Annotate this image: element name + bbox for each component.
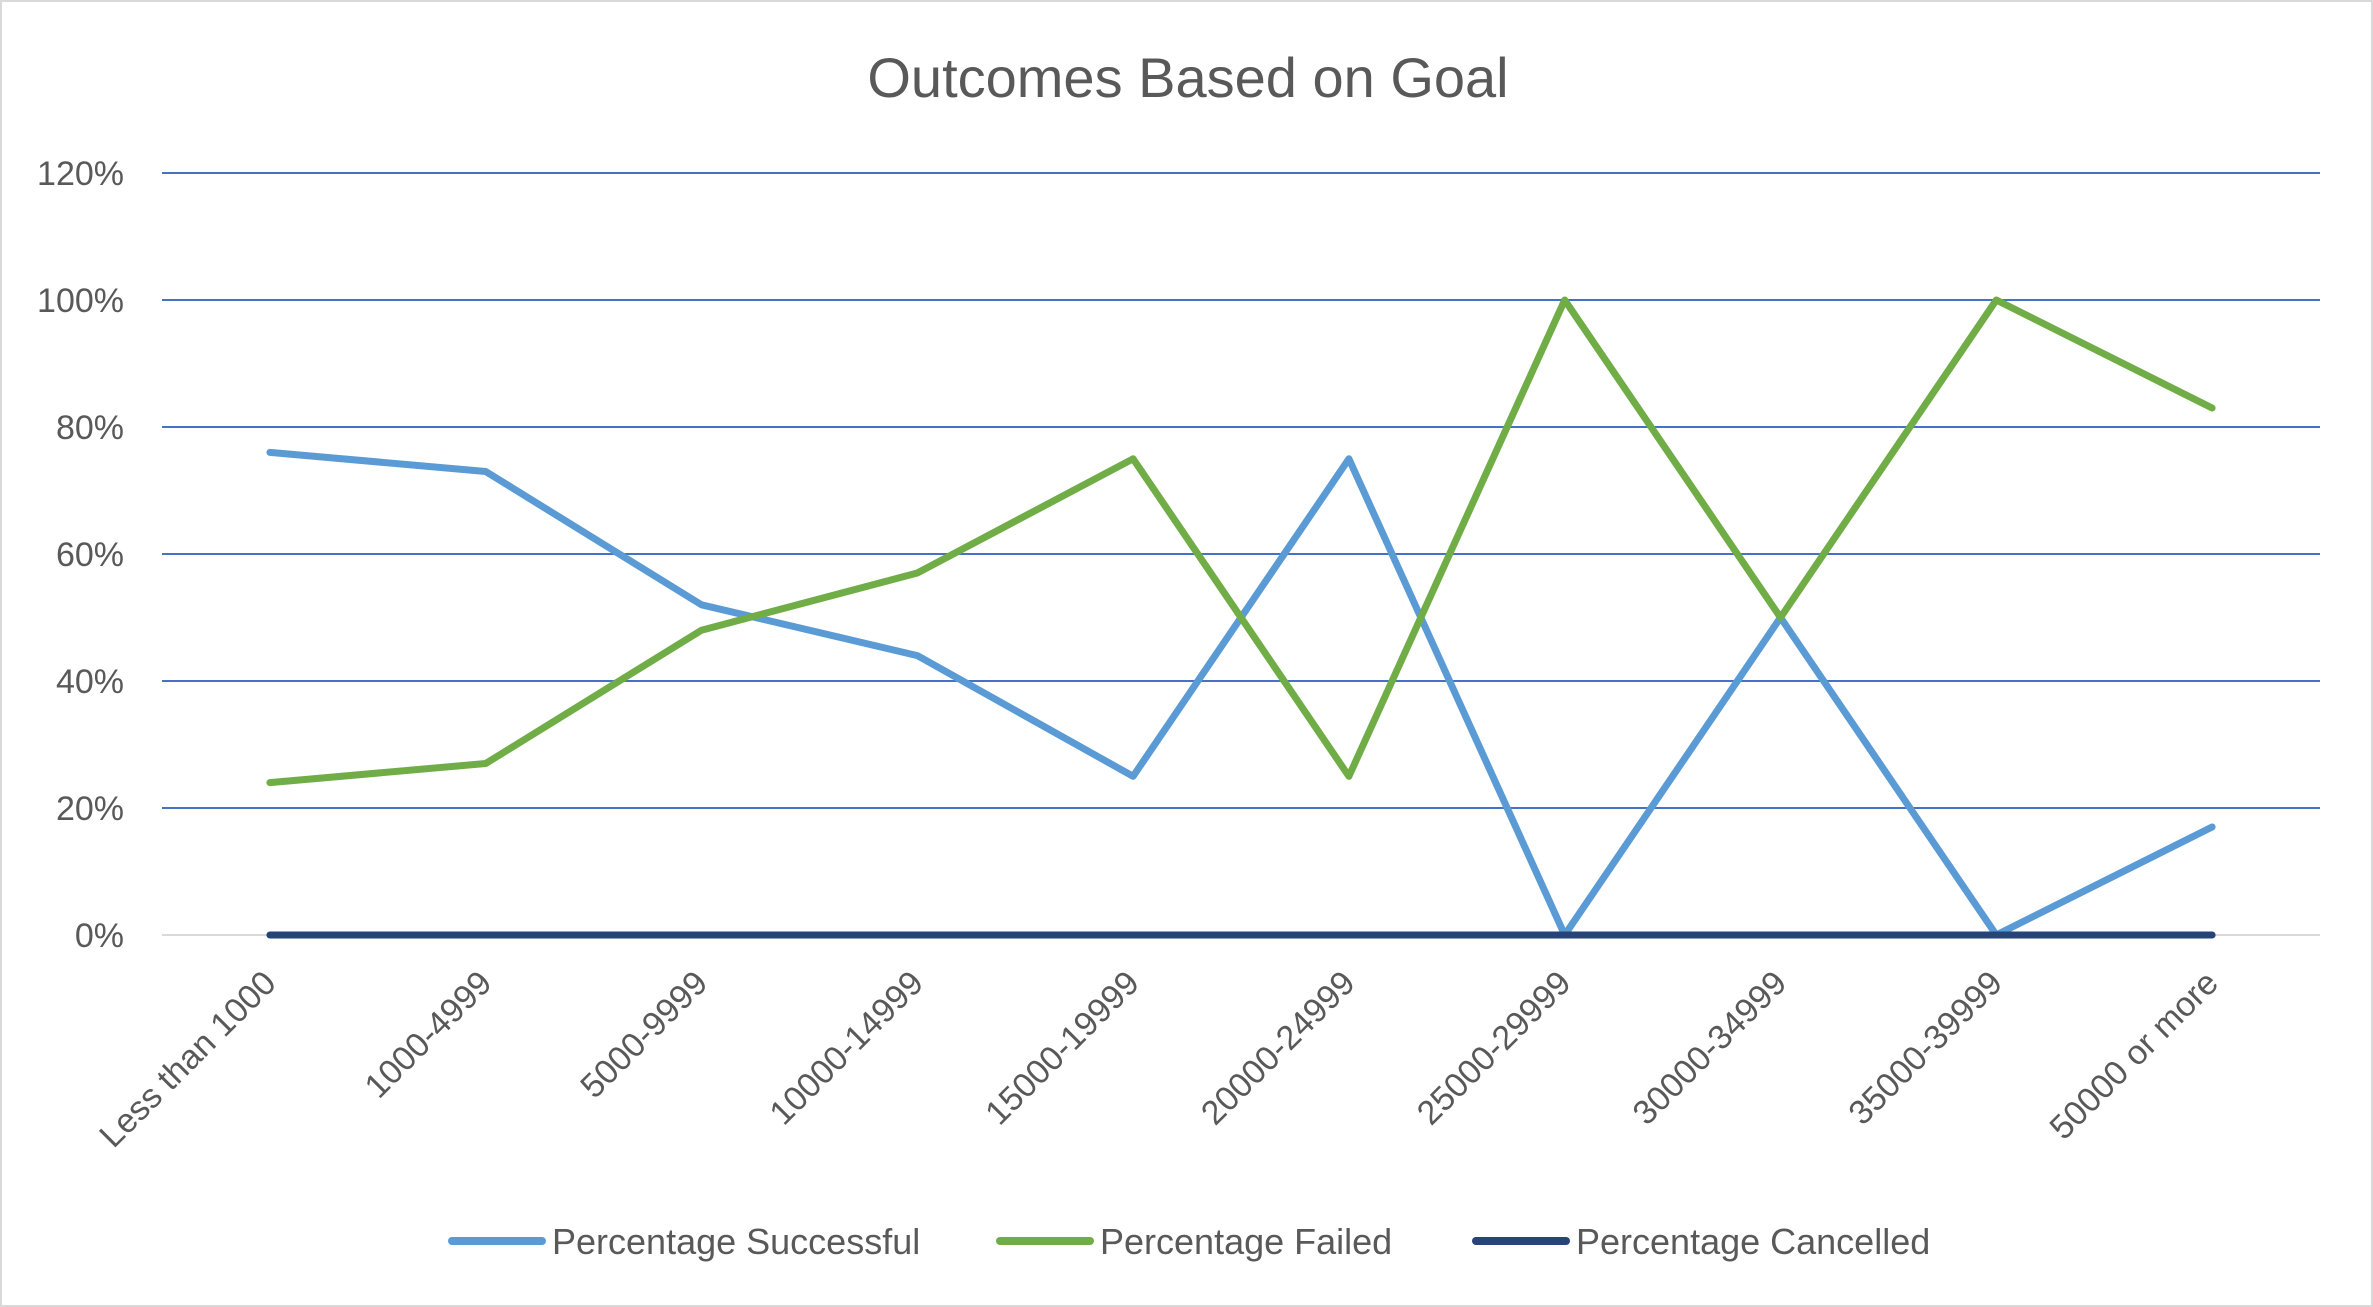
series-line-0	[266, 448, 2216, 939]
x-tick-label: 35000-39999	[1841, 964, 2010, 1133]
data-point	[2209, 405, 2215, 411]
y-axis-tick-labels: 0% 20% 40% 60% 80% 100% 120%	[37, 155, 124, 955]
series-line-1	[266, 296, 2216, 787]
data-point	[1993, 932, 1999, 938]
data-point	[1130, 932, 1136, 938]
data-point	[2209, 824, 2215, 830]
data-point	[1562, 932, 1568, 938]
legend-label: Percentage Failed	[1100, 1221, 1392, 1262]
data-point	[483, 761, 489, 767]
data-point	[483, 932, 489, 938]
gridlines	[162, 172, 2320, 809]
data-point	[1993, 297, 1999, 303]
legend-label: Percentage Cancelled	[1576, 1221, 1930, 1262]
series-lines	[266, 296, 2216, 939]
data-point	[699, 932, 704, 938]
y-tick-label: 100%	[37, 282, 124, 320]
data-point	[1346, 456, 1352, 462]
y-tick-label: 80%	[56, 409, 124, 447]
legend-label: Percentage Successful	[552, 1221, 920, 1262]
data-point	[267, 932, 273, 938]
data-point	[1346, 932, 1352, 938]
y-tick-label: 20%	[56, 790, 124, 828]
data-point	[1346, 773, 1352, 779]
x-tick-label: 5000-9999	[573, 964, 715, 1106]
x-tick-label: 20000-24999	[1194, 964, 1363, 1133]
data-point	[1130, 456, 1136, 462]
data-point	[267, 780, 273, 786]
data-point	[1778, 615, 1783, 620]
x-tick-label: 10000-14999	[762, 964, 931, 1133]
data-point	[914, 570, 920, 576]
data-point	[699, 627, 704, 633]
x-axis-tick-labels: Less than 1000 1000-4999 5000-9999 10000-14…	[92, 964, 2225, 1155]
data-point	[267, 449, 273, 455]
legend: Percentage Successful Percentage Failed Pe…	[448, 1221, 1930, 1262]
chart-title: Outcomes Based on Goal	[867, 46, 1508, 109]
y-tick-label: 0%	[75, 917, 124, 955]
x-tick-label: Less than 1000	[92, 964, 283, 1155]
data-point	[1778, 932, 1783, 938]
x-tick-label: 50000 or more	[2043, 964, 2226, 1147]
x-tick-label: 25000-29999	[1410, 964, 1579, 1133]
y-tick-label: 120%	[37, 155, 124, 193]
x-tick-label: 15000-19999	[978, 964, 1147, 1133]
data-point	[483, 468, 489, 474]
x-tick-label: 1000-4999	[358, 964, 500, 1106]
y-tick-label: 40%	[56, 663, 124, 701]
data-point	[2209, 932, 2215, 938]
data-point	[1130, 773, 1136, 779]
data-point	[914, 653, 920, 659]
data-point	[914, 932, 920, 938]
data-point	[699, 602, 704, 608]
y-tick-label: 60%	[56, 536, 124, 574]
data-point	[1562, 297, 1568, 303]
x-tick-label: 30000-34999	[1626, 964, 1795, 1133]
